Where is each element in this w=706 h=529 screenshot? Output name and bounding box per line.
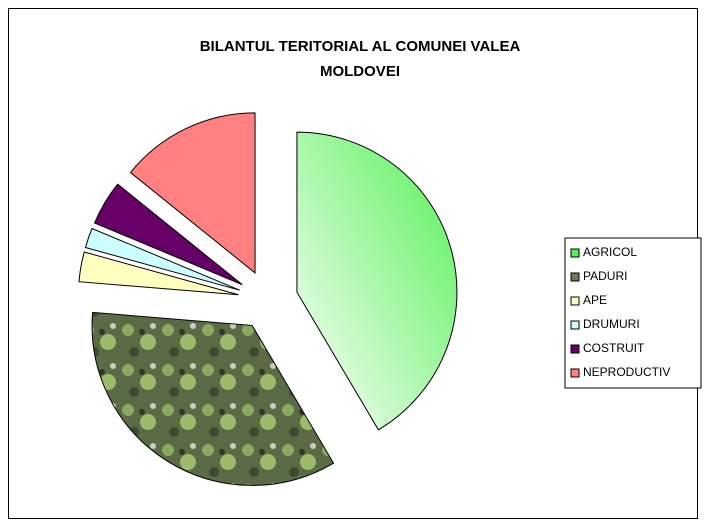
legend-label: DRUMURI (583, 317, 640, 331)
legend-swatch (571, 345, 579, 353)
pie-slice (297, 132, 457, 430)
legend-swatch (571, 369, 579, 377)
page: AGRICOL PADURI APE DRUMURI COSTRUIT NEPRODUCT… (0, 0, 706, 529)
chart-title: BILANTUL TERITORIAL AL COMUNEI VALEA MOL… (180, 34, 540, 84)
legend-swatch (571, 273, 579, 281)
legend-label: APE (583, 293, 607, 307)
legend-swatch (571, 249, 579, 257)
pie-slice (92, 312, 333, 485)
legend-swatch (571, 297, 579, 305)
legend-label: NEPRODUCTIV (583, 365, 670, 379)
legend-swatch (571, 321, 579, 329)
legend-label: COSTRUIT (583, 341, 645, 355)
legend-label: AGRICOL (583, 245, 637, 259)
legend-label: PADURI (583, 269, 627, 283)
